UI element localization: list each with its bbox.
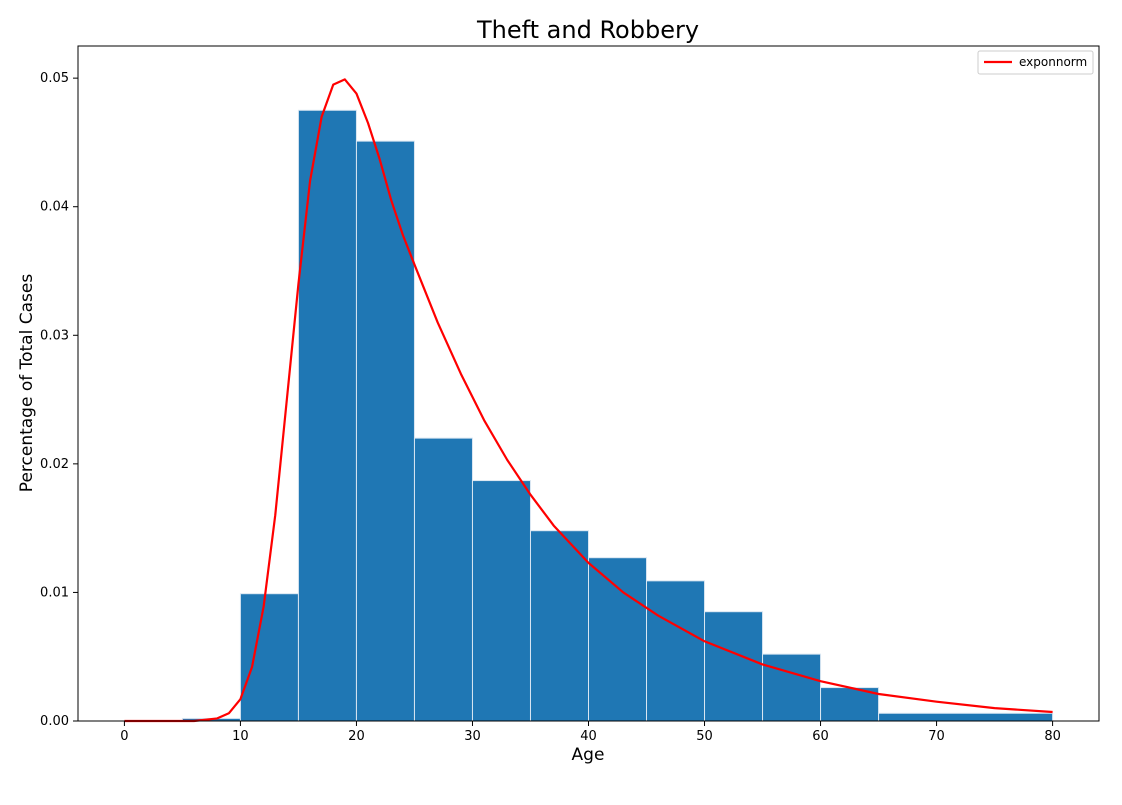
y-tick-label: 0.00 xyxy=(40,714,69,729)
y-tick-label: 0.05 xyxy=(40,71,69,86)
histogram-bars xyxy=(181,109,1054,722)
legend: exponnorm xyxy=(977,50,1094,75)
x-tick-label: 50 xyxy=(696,729,713,744)
histogram-bar xyxy=(529,530,590,722)
x-tick-label: 30 xyxy=(464,729,481,744)
legend-label-exponnorm: exponnorm xyxy=(1019,55,1087,69)
histogram-bar xyxy=(878,712,1054,722)
x-axis-ticks: 0 10 20 30 40 50 60 70 80 xyxy=(120,721,1061,744)
y-tick-label: 0.03 xyxy=(40,328,69,343)
x-tick-label: 60 xyxy=(812,729,829,744)
x-axis-label: Age xyxy=(572,745,605,765)
y-axis-label: Percentage of Total Cases xyxy=(17,274,37,493)
x-tick-label: 80 xyxy=(1044,729,1061,744)
histogram-bar xyxy=(588,557,648,722)
histogram-bar xyxy=(413,437,473,722)
y-axis-ticks: 0.00 0.01 0.02 0.03 0.04 0.05 xyxy=(40,71,78,729)
histogram-bar xyxy=(471,480,531,722)
y-tick-label: 0.04 xyxy=(40,200,69,215)
x-tick-label: 40 xyxy=(580,729,597,744)
x-tick-label: 70 xyxy=(928,729,945,744)
histogram-bar xyxy=(355,140,415,722)
x-tick-label: 0 xyxy=(120,729,128,744)
x-tick-label: 10 xyxy=(232,729,249,744)
y-tick-label: 0.01 xyxy=(40,585,69,600)
fit-curve-layer xyxy=(124,78,1053,723)
histogram-bar xyxy=(646,580,706,722)
histogram-bar xyxy=(239,593,299,722)
series-line-exponnorm xyxy=(124,78,1053,723)
y-tick-label: 0.02 xyxy=(40,457,69,472)
histogram-bar xyxy=(762,653,822,722)
chart-title: Theft and Robbery xyxy=(476,16,699,44)
histogram-bar xyxy=(704,611,764,722)
legend-box xyxy=(977,50,1094,75)
x-tick-label: 20 xyxy=(348,729,365,744)
